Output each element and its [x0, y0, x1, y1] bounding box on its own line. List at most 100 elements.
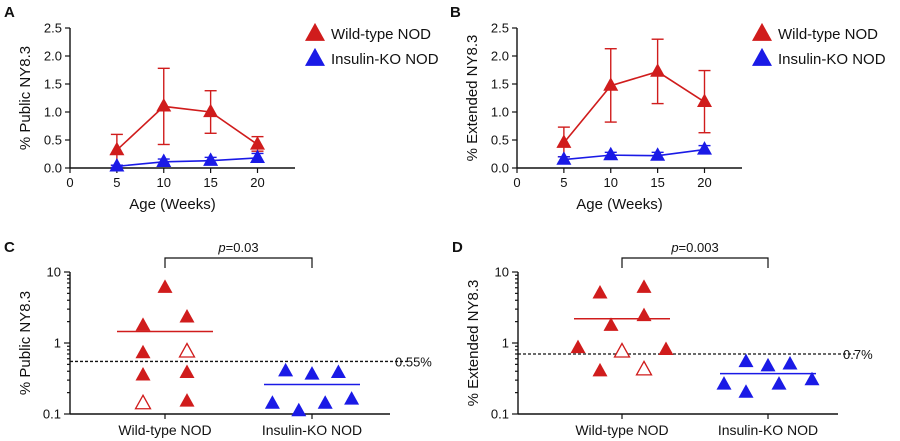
- significance-label: p=0.03: [217, 240, 258, 255]
- data-point-triangle: [135, 344, 151, 359]
- y-tick-label: 2.0: [491, 49, 509, 64]
- panel-letter-a: A: [4, 4, 15, 21]
- y-tick-label: 1.0: [491, 105, 509, 120]
- x-tick-label: 15: [650, 175, 664, 190]
- y-tick-label: 1.0: [44, 105, 62, 120]
- panel-a: A 0.0 0.5 1.0 1.5 2.0 2.5 0 5 10 15 20 Age (Weeks)%…: [4, 4, 439, 213]
- data-point-triangle: [291, 402, 307, 417]
- data-point-triangle: [156, 153, 172, 167]
- legend-marker-triangle: [305, 47, 325, 66]
- data-point-triangle: [603, 146, 619, 161]
- data-point-triangle: [592, 285, 608, 299]
- data-point-open-triangle: [178, 342, 196, 358]
- y-axis-label: % Extended NY8.3: [464, 35, 481, 162]
- data-point-triangle: [556, 151, 572, 165]
- significance-bracket: [621, 257, 769, 268]
- y-tick-label: 0.1: [491, 407, 509, 422]
- category-label: Wild-type NOD: [118, 422, 211, 438]
- x-tick-label: 10: [604, 175, 618, 190]
- threshold-label: 0.7%: [843, 347, 873, 362]
- data-point-triangle: [179, 308, 195, 323]
- p-symbol: p: [217, 240, 225, 255]
- data-point-triangle: [344, 391, 360, 405]
- data-point-triangle: [570, 339, 586, 354]
- y-tick-label: 1: [502, 336, 509, 351]
- p-value: =0.03: [226, 240, 259, 255]
- data-point-triangle: [658, 341, 674, 356]
- y-axis-label: % Public NY8.3: [17, 46, 34, 150]
- y-tick-label: 0.5: [491, 133, 509, 148]
- category-label: Insulin-KO NOD: [262, 422, 362, 438]
- data-point-triangle: [203, 103, 219, 118]
- data-point-triangle: [109, 157, 125, 172]
- data-point-triangle: [636, 279, 652, 293]
- data-point-triangle: [716, 376, 732, 390]
- legend-label: Wild-type NOD: [778, 26, 878, 43]
- y-tick-label: 2.0: [44, 49, 62, 64]
- y-tick-label: 0.5: [44, 133, 62, 148]
- x-axis-label: Age (Weeks): [129, 196, 215, 213]
- category-label: Insulin-KO NOD: [718, 422, 818, 438]
- y-tick-label: 10: [47, 265, 61, 280]
- x-tick-label: 10: [157, 175, 171, 190]
- x-tick-label: 5: [560, 175, 567, 190]
- panel-letter-d: D: [452, 239, 463, 256]
- category-label: Wild-type NOD: [575, 422, 668, 438]
- data-point-open-triangle: [613, 342, 631, 358]
- y-tick-label: 1: [54, 336, 61, 351]
- x-axis-label: Age (Weeks): [576, 196, 662, 213]
- y-tick-label: 0.0: [44, 161, 62, 176]
- series-line: [563, 148, 705, 161]
- y-tick-label: 10: [495, 265, 509, 280]
- series-line: [563, 70, 705, 144]
- series-line: [116, 157, 258, 168]
- y-tick-label: 0.0: [491, 161, 509, 176]
- x-tick-label: 15: [203, 175, 217, 190]
- data-point-triangle: [603, 317, 619, 331]
- data-point-triangle: [135, 367, 151, 381]
- data-point-triangle: [250, 149, 265, 164]
- x-tick-label: 5: [113, 175, 120, 190]
- data-point-triangle: [556, 134, 572, 148]
- data-point-open-triangle: [134, 393, 152, 410]
- data-point-triangle: [650, 63, 666, 77]
- significance-bracket: [164, 257, 313, 268]
- y-axis-label: % Extended NY8.3: [465, 280, 482, 407]
- significance-label: p=0.003: [670, 240, 718, 255]
- x-tick-label: 0: [66, 175, 73, 190]
- data-point-triangle: [738, 353, 754, 368]
- data-point-triangle: [697, 141, 712, 155]
- p-symbol: p: [670, 240, 678, 255]
- legend-marker-triangle: [752, 22, 772, 41]
- legend-marker-triangle: [752, 47, 772, 66]
- y-tick-label: 2.5: [44, 21, 62, 36]
- data-point-triangle: [650, 147, 666, 161]
- data-point-triangle: [264, 395, 280, 409]
- data-point-triangle: [771, 376, 787, 390]
- legend-label: Insulin-KO NOD: [778, 51, 886, 68]
- data-point-triangle: [804, 371, 820, 386]
- data-point-triangle: [317, 395, 333, 409]
- data-point-triangle: [760, 357, 776, 372]
- data-point-triangle: [156, 98, 172, 112]
- legend-label: Wild-type NOD: [331, 26, 431, 43]
- y-axis-label: % Public NY8.3: [17, 291, 34, 395]
- x-tick-label: 20: [250, 175, 264, 190]
- panel-letter-c: C: [4, 239, 15, 256]
- legend-label: Insulin-KO NOD: [331, 51, 439, 68]
- data-point-triangle: [603, 77, 619, 91]
- x-tick-label: 0: [513, 175, 520, 190]
- data-point-triangle: [157, 279, 173, 293]
- p-value: =0.003: [679, 240, 719, 255]
- data-point-triangle: [738, 384, 754, 398]
- panel-c: C 0.1 1 10 % Public NY8.3 Wild-type NOD Insul…: [4, 239, 432, 438]
- threshold-label: 0.55%: [395, 354, 432, 369]
- data-point-triangle: [250, 136, 265, 150]
- data-point-triangle: [636, 307, 652, 322]
- data-point-triangle: [109, 141, 125, 156]
- data-point-triangle: [203, 152, 219, 166]
- y-tick-label: 1.5: [44, 77, 62, 92]
- data-point-triangle: [592, 362, 608, 377]
- legend-marker-triangle: [305, 22, 325, 41]
